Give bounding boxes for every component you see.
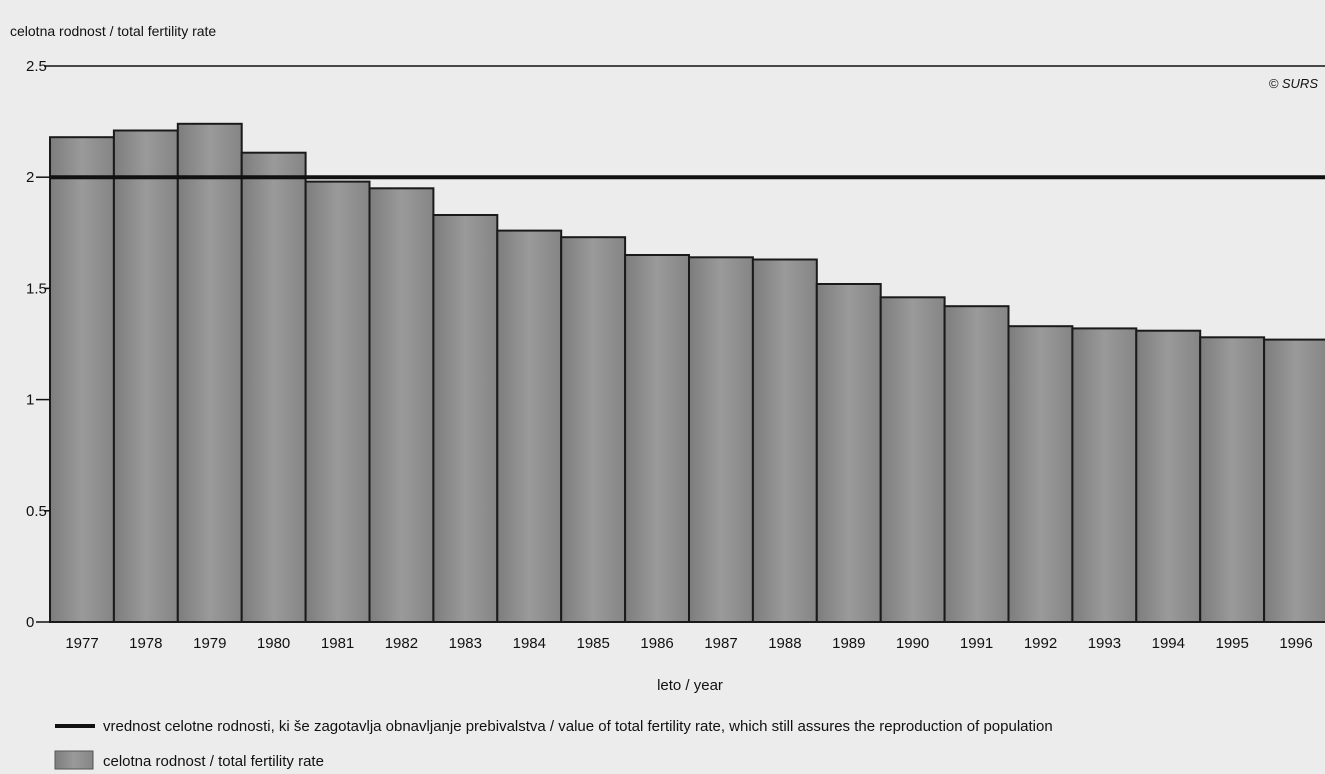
x-labels-group: 1977 1978 1979 1980 1981 1982 1983 1984 1985 1986… bbox=[65, 635, 1312, 652]
source-credit: © SURS bbox=[1269, 76, 1319, 91]
y-tick-label: 2.5 bbox=[26, 58, 47, 75]
bar-1987 bbox=[688, 256, 754, 623]
y-tick-label: 0.5 bbox=[26, 503, 47, 520]
x-tick-label-1987: 1987 bbox=[704, 635, 737, 652]
bar-1992 bbox=[1007, 325, 1074, 623]
bar-1978 bbox=[112, 129, 179, 623]
legend-bar-swatch bbox=[54, 750, 94, 770]
bar-1989 bbox=[815, 283, 882, 623]
bars-group bbox=[49, 122, 1325, 624]
x-tick-label-1978: 1978 bbox=[129, 635, 162, 652]
bar-1977 bbox=[49, 136, 115, 623]
x-tick-label-1986: 1986 bbox=[640, 635, 673, 652]
x-tick-label-1992: 1992 bbox=[1024, 635, 1057, 652]
bar-1995 bbox=[1199, 336, 1266, 623]
bar-1981 bbox=[304, 180, 371, 623]
bar-1990 bbox=[879, 296, 946, 623]
bar-1994 bbox=[1135, 329, 1202, 623]
bar-1991 bbox=[943, 305, 1010, 623]
y-tick-label: 1.5 bbox=[26, 280, 47, 297]
bar-1984 bbox=[496, 229, 563, 623]
y-tick-label: 1 bbox=[26, 392, 34, 409]
x-tick-label-1983: 1983 bbox=[449, 635, 482, 652]
x-tick-label-1995: 1995 bbox=[1216, 635, 1249, 652]
x-tick-label-1991: 1991 bbox=[960, 635, 993, 652]
x-tick-label-1996: 1996 bbox=[1279, 635, 1312, 652]
legend-line-label: vrednost celotne rodnosti, ki še zagotav… bbox=[103, 718, 1053, 735]
x-tick-label-1984: 1984 bbox=[513, 635, 546, 652]
bar-1986 bbox=[624, 254, 690, 623]
legend-bar-label: celotna rodnost / total fertility rate bbox=[103, 753, 324, 770]
x-tick-label-1980: 1980 bbox=[257, 635, 290, 652]
x-axis-title: leto / year bbox=[657, 677, 723, 694]
bar-1983 bbox=[432, 214, 499, 623]
y-ticks-group: 0 0.5 1 1.5 2 2.5 bbox=[26, 58, 50, 631]
x-tick-label-1982: 1982 bbox=[385, 635, 418, 652]
x-tick-label-1989: 1989 bbox=[832, 635, 865, 652]
x-tick-label-1985: 1985 bbox=[577, 635, 610, 652]
y-axis-title: celotna rodnost / total fertility rate bbox=[10, 23, 216, 39]
bar-1980 bbox=[240, 151, 307, 623]
bar-1985 bbox=[560, 236, 627, 623]
bar-1982 bbox=[368, 187, 435, 624]
bar-1996 bbox=[1263, 338, 1325, 623]
y-tick-label: 2 bbox=[26, 169, 34, 186]
x-tick-label-1979: 1979 bbox=[193, 635, 226, 652]
y-tick-label: 0 bbox=[26, 614, 34, 631]
x-tick-label-1977: 1977 bbox=[65, 635, 98, 652]
x-tick-label-1993: 1993 bbox=[1088, 635, 1121, 652]
x-tick-label-1990: 1990 bbox=[896, 635, 929, 652]
x-tick-label-1981: 1981 bbox=[321, 635, 354, 652]
bar-1979 bbox=[176, 122, 243, 624]
bar-1993 bbox=[1071, 327, 1138, 623]
bar-1988 bbox=[751, 258, 818, 623]
x-tick-label-1988: 1988 bbox=[768, 635, 801, 652]
x-tick-label-1994: 1994 bbox=[1152, 635, 1185, 652]
